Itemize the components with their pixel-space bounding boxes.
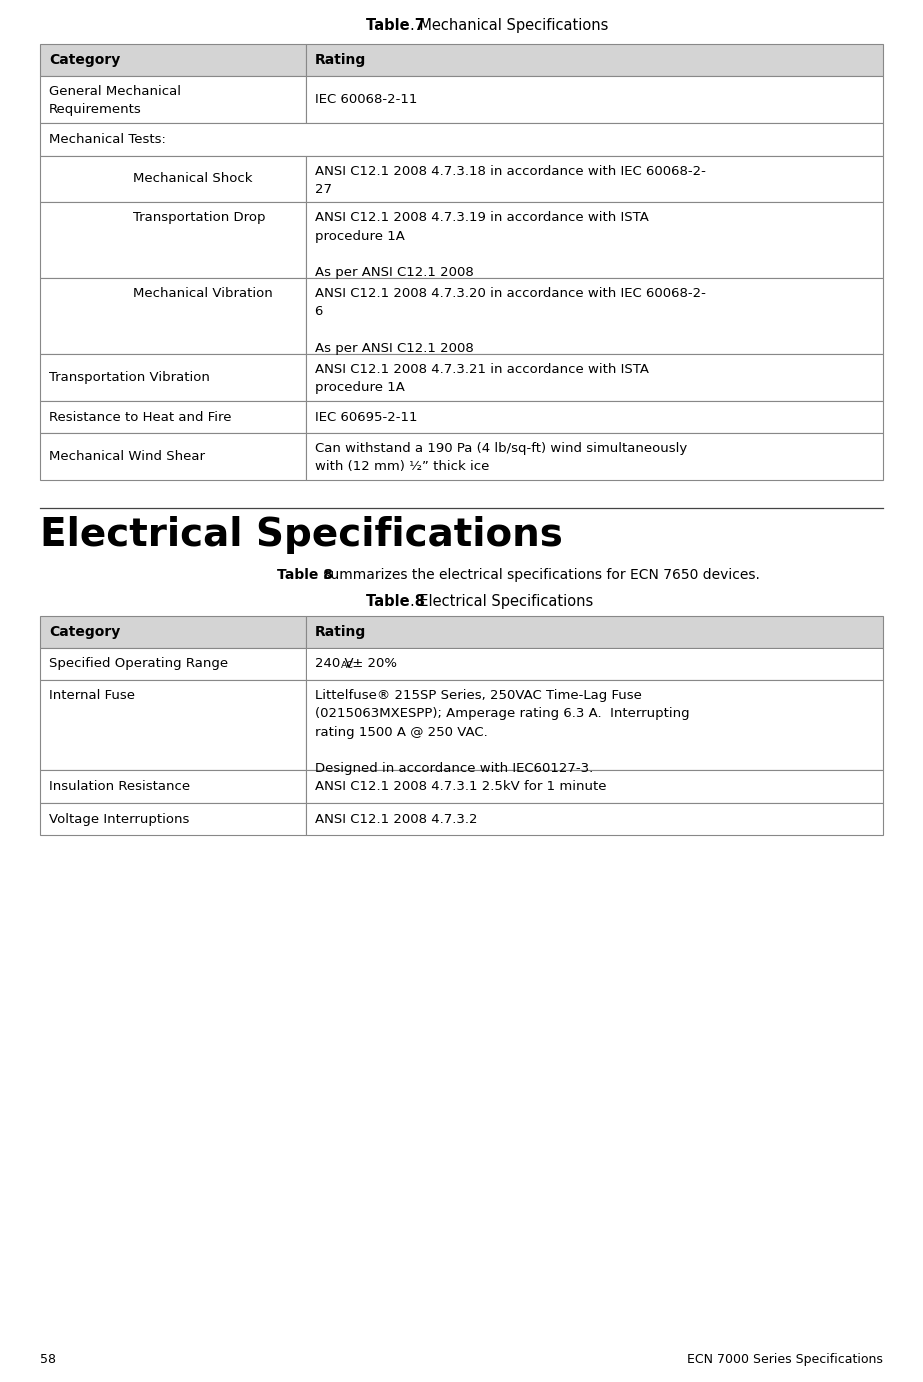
Bar <box>40 44 306 76</box>
Bar <box>40 76 306 123</box>
Bar <box>306 156 883 202</box>
Text: 240 V: 240 V <box>315 658 354 670</box>
Bar <box>306 648 883 680</box>
Text: ANSI C12.1 2008 4.7.3.2: ANSI C12.1 2008 4.7.3.2 <box>315 813 477 825</box>
Text: Table 8: Table 8 <box>277 568 332 582</box>
Text: Electrical Specifications: Electrical Specifications <box>40 515 563 554</box>
Text: Mechanical Vibration: Mechanical Vibration <box>133 287 272 300</box>
Bar <box>40 433 306 480</box>
Bar <box>40 278 306 354</box>
Text: ANSI C12.1 2008 4.7.3.20 in accordance with IEC 60068-2-
6

As per ANSI C12.1 20: ANSI C12.1 2008 4.7.3.20 in accordance w… <box>315 287 705 355</box>
Text: summarizes the electrical specifications for ECN 7650 devices.: summarizes the electrical specifications… <box>318 568 760 582</box>
Text: Table 8: Table 8 <box>366 593 425 608</box>
Text: ECN 7000 Series Specifications: ECN 7000 Series Specifications <box>687 1353 883 1365</box>
Bar <box>306 76 883 123</box>
Bar <box>40 401 306 433</box>
Text: Rating: Rating <box>315 53 366 68</box>
Bar <box>306 770 883 803</box>
Text: Specified Operating Range: Specified Operating Range <box>49 658 228 670</box>
Text: Can withstand a 190 Pa (4 lb/sq-ft) wind simultaneously
with (12 mm) ½” thick ic: Can withstand a 190 Pa (4 lb/sq-ft) wind… <box>315 442 687 474</box>
Bar <box>306 44 883 76</box>
Text: Mechanical Wind Shear: Mechanical Wind Shear <box>49 451 205 463</box>
Bar <box>306 278 883 354</box>
Bar <box>306 354 883 401</box>
Text: AC: AC <box>341 661 354 670</box>
Bar <box>306 202 883 278</box>
Text: IEC 60695-2-11: IEC 60695-2-11 <box>315 410 417 423</box>
Bar <box>306 401 883 433</box>
Bar <box>40 615 306 648</box>
Text: Voltage Interruptions: Voltage Interruptions <box>49 813 189 825</box>
Text: Insulation Resistance: Insulation Resistance <box>49 779 190 793</box>
Text: Mechanical Shock: Mechanical Shock <box>133 173 253 185</box>
Bar <box>40 156 306 202</box>
Text: Internal Fuse: Internal Fuse <box>49 690 135 702</box>
Text: IEC 60068-2-11: IEC 60068-2-11 <box>315 93 417 106</box>
Bar <box>306 648 882 679</box>
Text: Transportation Vibration: Transportation Vibration <box>49 370 210 384</box>
Bar <box>40 648 306 680</box>
Text: Category: Category <box>49 625 120 638</box>
Text: Category: Category <box>49 53 120 68</box>
Text: ANSI C12.1 2008 4.7.3.18 in accordance with IEC 60068-2-
27: ANSI C12.1 2008 4.7.3.18 in accordance w… <box>315 164 705 196</box>
Bar <box>40 680 306 770</box>
Bar <box>40 770 306 803</box>
Bar <box>306 680 883 770</box>
Text: ANSI C12.1 2008 4.7.3.19 in accordance with ISTA
procedure 1A

As per ANSI C12.1: ANSI C12.1 2008 4.7.3.19 in accordance w… <box>315 211 649 279</box>
Text: Transportation Drop: Transportation Drop <box>133 211 266 224</box>
Bar <box>306 803 883 835</box>
Text: 58: 58 <box>40 1353 56 1365</box>
Bar <box>40 803 306 835</box>
Bar <box>306 433 883 480</box>
Bar <box>306 615 883 648</box>
Text: Mechanical Tests:: Mechanical Tests: <box>49 133 166 145</box>
Text: Resistance to Heat and Fire: Resistance to Heat and Fire <box>49 410 232 423</box>
Text: . Mechanical Specifications: . Mechanical Specifications <box>410 18 608 33</box>
Text: ANSI C12.1 2008 4.7.3.1 2.5kV for 1 minute: ANSI C12.1 2008 4.7.3.1 2.5kV for 1 minu… <box>315 779 606 793</box>
Bar <box>40 123 883 156</box>
Text: 240 VAC ± 20%: 240 VAC ± 20% <box>315 658 419 670</box>
Text: ± 20%: ± 20% <box>348 658 397 670</box>
Text: ANSI C12.1 2008 4.7.3.21 in accordance with ISTA
procedure 1A: ANSI C12.1 2008 4.7.3.21 in accordance w… <box>315 363 649 394</box>
Text: Littelfuse® 215SP Series, 250VAC Time-Lag Fuse
(0215063MXESPP); Amperage rating : Littelfuse® 215SP Series, 250VAC Time-La… <box>315 690 689 775</box>
Bar <box>40 202 306 278</box>
Text: Rating: Rating <box>315 625 366 638</box>
Bar <box>40 354 306 401</box>
Text: . Electrical Specifications: . Electrical Specifications <box>410 593 593 608</box>
Text: General Mechanical
Requirements: General Mechanical Requirements <box>49 86 181 116</box>
Text: Table 7: Table 7 <box>366 18 425 33</box>
